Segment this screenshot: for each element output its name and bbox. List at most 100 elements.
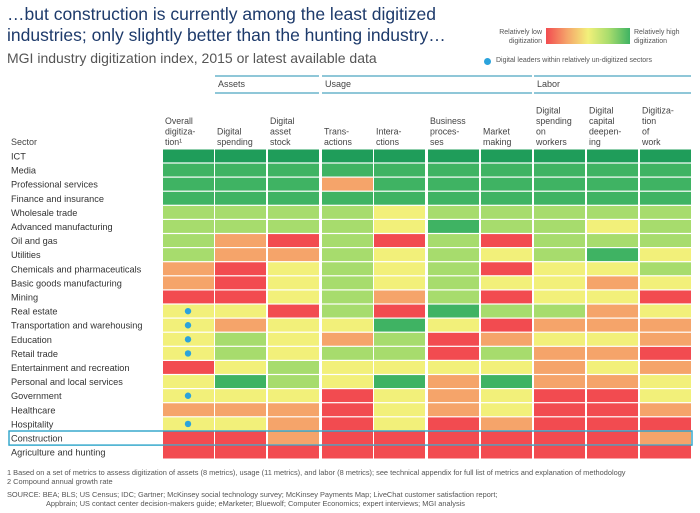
heatmap-cell bbox=[268, 163, 319, 177]
heatmap-cell bbox=[428, 318, 479, 332]
group-header: Assets bbox=[218, 79, 246, 89]
column-header: tion¹ bbox=[165, 137, 182, 147]
heatmap-cell bbox=[481, 205, 532, 219]
heatmap-cell bbox=[215, 318, 266, 332]
heatmap-cell bbox=[640, 403, 691, 417]
column-header: ses bbox=[430, 137, 444, 147]
heatmap-cell bbox=[163, 431, 214, 445]
heatmap-cell bbox=[481, 290, 532, 304]
heatmap-cell bbox=[534, 332, 585, 346]
heatmap-cell bbox=[481, 361, 532, 374]
column-header: workers bbox=[535, 137, 567, 147]
heatmap-cell bbox=[322, 389, 373, 403]
heatmap-cell bbox=[428, 177, 479, 191]
column-header: actions bbox=[324, 137, 352, 147]
heatmap-cell bbox=[428, 445, 479, 459]
heatmap-cell bbox=[163, 205, 214, 219]
heatmap-cell bbox=[215, 431, 266, 445]
heatmap-cell bbox=[587, 417, 638, 431]
heatmap-cell bbox=[268, 375, 319, 388]
heatmap-cell bbox=[374, 417, 425, 431]
heatmap-cell bbox=[374, 403, 425, 417]
sector-label: Education bbox=[11, 335, 52, 345]
heatmap-cell bbox=[534, 445, 585, 459]
heatmap-cell bbox=[322, 431, 373, 445]
heatmap-cell bbox=[428, 346, 479, 360]
heatmap-cell bbox=[268, 177, 319, 191]
heatmap-cell bbox=[215, 262, 266, 276]
heatmap-cell bbox=[428, 304, 479, 318]
heatmap-cell bbox=[374, 163, 425, 177]
column-header: proces- bbox=[430, 127, 459, 137]
heatmap-cell bbox=[268, 304, 319, 318]
sector-label: ICT bbox=[11, 152, 26, 162]
legend: Relatively low digitization Relatively h… bbox=[482, 24, 696, 72]
source-line-2: Appbrain; US contact center decision-mak… bbox=[46, 499, 465, 508]
heatmap-cell bbox=[322, 234, 373, 247]
heatmap-cell bbox=[534, 361, 585, 374]
heatmap-cell bbox=[322, 445, 373, 459]
heatmap-cell bbox=[640, 445, 691, 459]
column-header: Intera- bbox=[376, 127, 401, 137]
heatmap-cell bbox=[640, 318, 691, 332]
heatmap-cell bbox=[428, 332, 479, 346]
heatmap-cell bbox=[481, 318, 532, 332]
heatmap-cell bbox=[322, 417, 373, 431]
heatmap-cell bbox=[322, 361, 373, 374]
column-header: spending bbox=[536, 116, 572, 126]
heatmap-cell bbox=[215, 403, 266, 417]
heatmap-cell bbox=[322, 276, 373, 290]
heatmap-cell bbox=[163, 361, 214, 374]
legend-dot-icon bbox=[484, 58, 491, 65]
heatmap-cell bbox=[640, 163, 691, 177]
sector-label: Real estate bbox=[11, 307, 57, 317]
legend-low-label: Relatively low digitization bbox=[499, 29, 542, 45]
heatmap-cell bbox=[640, 191, 691, 205]
heatmap-cell bbox=[374, 220, 425, 233]
heatmap-cell bbox=[374, 149, 425, 163]
heatmap-cell bbox=[268, 431, 319, 445]
sector-label: Mining bbox=[11, 293, 38, 303]
heatmap-cell bbox=[215, 276, 266, 290]
column-header: on bbox=[536, 127, 546, 137]
heatmap-cell bbox=[163, 445, 214, 459]
heatmap-cell bbox=[322, 262, 373, 276]
heatmap-cell bbox=[640, 304, 691, 318]
heatmap-cell bbox=[428, 290, 479, 304]
heatmap-cell bbox=[215, 149, 266, 163]
column-header: Digital bbox=[270, 116, 294, 126]
column-header: Digital bbox=[217, 127, 241, 137]
heatmap-cell bbox=[428, 389, 479, 403]
heatmap-cell bbox=[587, 191, 638, 205]
heatmap-cell bbox=[587, 304, 638, 318]
sector-label: Retail trade bbox=[11, 349, 58, 359]
column-header: stock bbox=[270, 137, 291, 147]
heatmap-cell bbox=[534, 304, 585, 318]
heatmap-cell bbox=[163, 403, 214, 417]
sector-label: Utilities bbox=[11, 250, 41, 260]
heatmap-cell bbox=[428, 276, 479, 290]
heatmap-cell bbox=[640, 149, 691, 163]
heatmap-cell bbox=[481, 389, 532, 403]
heatmap-cell bbox=[322, 375, 373, 388]
leader-dot bbox=[184, 420, 192, 428]
heatmap-cell bbox=[481, 375, 532, 388]
heatmap-cell bbox=[268, 403, 319, 417]
heatmap-cell bbox=[640, 417, 691, 431]
heatmap-cell bbox=[587, 177, 638, 191]
heatmap-cell bbox=[640, 361, 691, 374]
heatmap-cell bbox=[268, 234, 319, 247]
leader-dot bbox=[184, 392, 192, 399]
heatmap-cell bbox=[587, 445, 638, 459]
heatmap-cell bbox=[534, 375, 585, 388]
column-header: of bbox=[642, 127, 650, 137]
heatmap-cell bbox=[215, 205, 266, 219]
heatmap-cell bbox=[587, 346, 638, 360]
heatmap-cell bbox=[534, 276, 585, 290]
heatmap-cell bbox=[374, 318, 425, 332]
heatmap-cell bbox=[481, 248, 532, 262]
leader-dot bbox=[184, 322, 192, 329]
heatmap-cell bbox=[163, 220, 214, 233]
heatmap-cell bbox=[215, 248, 266, 262]
heatmap-cell bbox=[481, 234, 532, 247]
